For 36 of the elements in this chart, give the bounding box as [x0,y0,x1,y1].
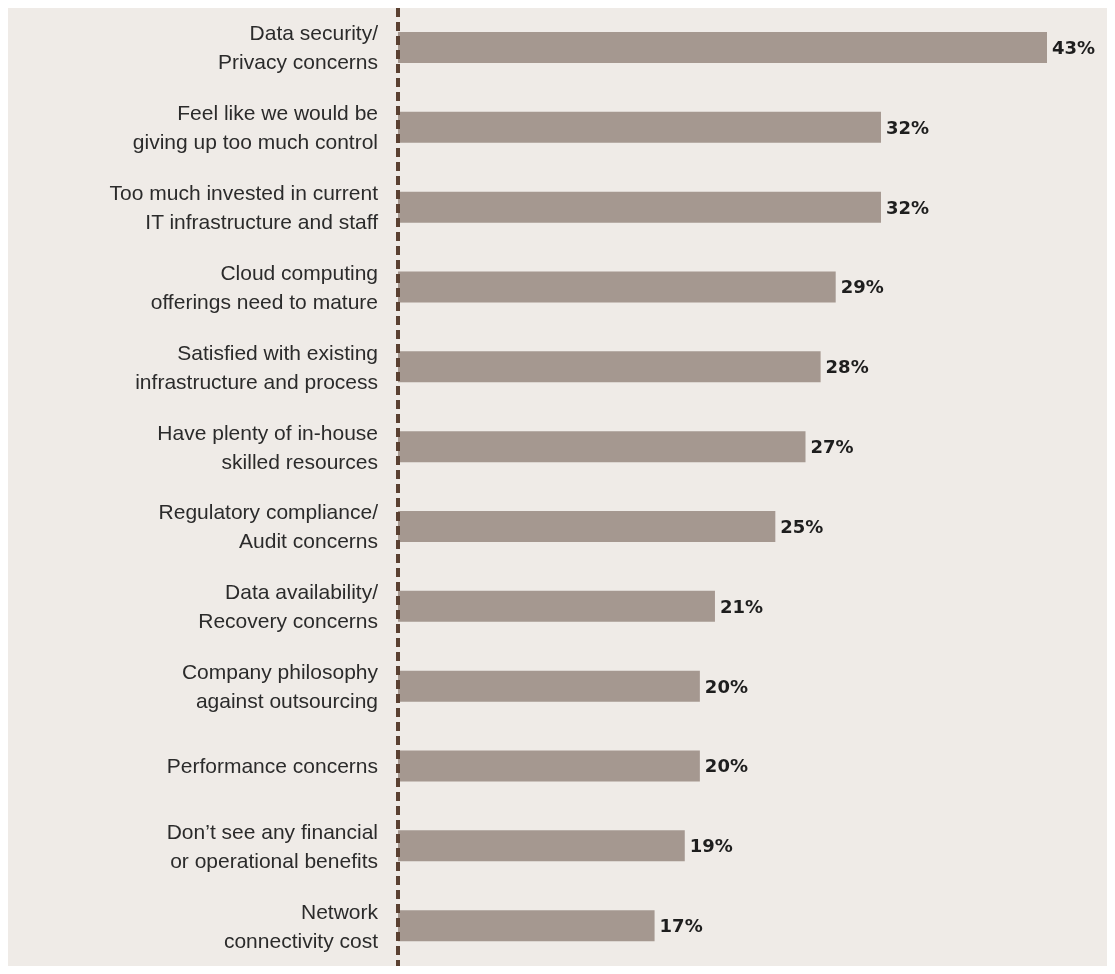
bar [398,910,655,942]
bar [398,750,700,782]
y-tick-label: Feel like we would be giving up too much control [132,101,378,154]
y-tick-label: Company philosophy against outsourcing [181,660,379,713]
bar [398,271,836,303]
data-label: 43% [1052,36,1096,58]
bar [398,191,881,223]
data-label: 29% [840,276,884,298]
bar [398,32,1047,63]
data-label: 20% [704,755,748,777]
data-label: 32% [885,196,930,218]
y-tick-label: Satisfied with existing infrastructure and process [135,340,378,393]
y-tick-label: Cloud computing offerings need to mature [150,260,378,313]
data-label: 21% [719,595,764,617]
bar [398,431,806,463]
data-label: 32% [885,116,930,138]
data-label: 19% [689,835,733,857]
y-tick-label: Too much invested in current IT infrastructure and staff [109,181,379,234]
y-tick-label: Data security/ Privacy concerns [218,21,379,74]
data-label: 27% [810,436,854,458]
data-label: 20% [704,675,748,697]
y-tick-label: Have plenty of in-house skilled resources [157,420,378,473]
bar [398,111,881,143]
bar [398,590,715,622]
bar [398,830,685,862]
y-tick-label: Don’t see any financial or operational benefits [166,819,378,872]
bar [398,351,821,383]
bar [398,511,776,542]
data-label: 17% [659,915,703,937]
data-label: 28% [825,356,869,378]
y-tick-label: Data availability/ Recovery concerns [198,580,379,633]
y-tick-label: Network connectivity cost [223,899,379,952]
y-tick-label: Performance concerns [166,754,378,778]
y-tick-label: Regulatory compliance/ Audit concerns [158,500,379,553]
data-label: 25% [780,515,824,537]
bar [398,670,700,702]
